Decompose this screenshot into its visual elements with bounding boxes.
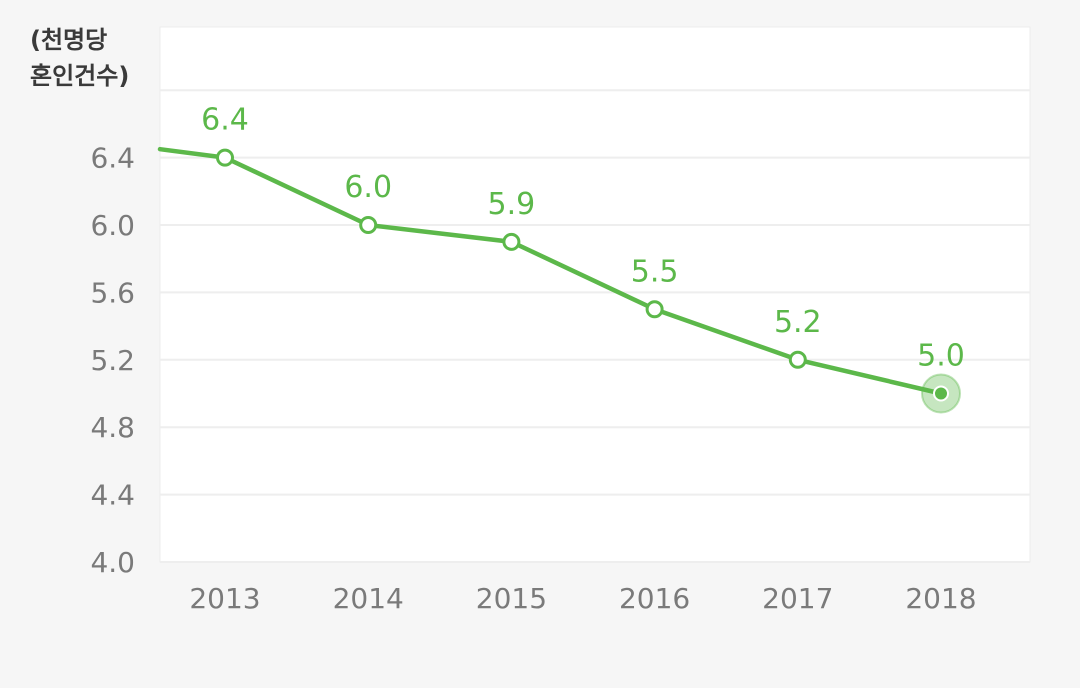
data-point [216, 148, 234, 167]
x-axis-ticks: 2013 2014 2015 2016 2017 2018 [189, 582, 976, 615]
data-label: 5.2 [774, 305, 822, 340]
y-axis-title: (천명당 혼인건수) [30, 22, 129, 94]
plot-area [159, 26, 1031, 563]
y-tick-label: 4.8 [90, 411, 135, 444]
y-tick-label: 4.0 [90, 546, 135, 579]
data-point [502, 232, 521, 251]
x-tick-label: 2015 [476, 582, 547, 615]
gridlines [160, 89, 1030, 563]
y-axis-ticks: 4.0 4.4 4.8 5.2 5.6 6.0 6.4 [90, 142, 135, 579]
data-label: 5.5 [631, 254, 679, 289]
data-label: 5.9 [488, 187, 536, 222]
data-point [933, 385, 949, 402]
data-labels: 6.4 6.0 5.9 5.5 5.2 5.0 [201, 103, 965, 374]
y-tick-label: 5.6 [90, 276, 135, 309]
data-point [359, 216, 378, 234]
y-tick-label: 5.2 [90, 344, 135, 377]
data-label: 6.4 [201, 103, 249, 138]
x-tick-label: 2013 [189, 582, 260, 615]
data-label: 5.0 [917, 339, 965, 374]
series-line-group [157, 146, 961, 414]
data-point [645, 300, 664, 319]
data-label: 6.0 [344, 170, 392, 205]
x-tick-label: 2017 [762, 582, 833, 615]
data-point [788, 350, 807, 369]
y-tick-label: 6.4 [90, 142, 135, 175]
x-tick-label: 2016 [619, 582, 690, 615]
y-axis-title-line-1: (천명당 [30, 26, 108, 54]
y-tick-label: 4.4 [90, 479, 135, 512]
y-axis-title-line-2: 혼인건수) [30, 62, 130, 90]
x-tick-label: 2014 [333, 582, 404, 615]
y-tick-label: 6.0 [90, 209, 135, 242]
x-tick-label: 2018 [905, 582, 976, 615]
